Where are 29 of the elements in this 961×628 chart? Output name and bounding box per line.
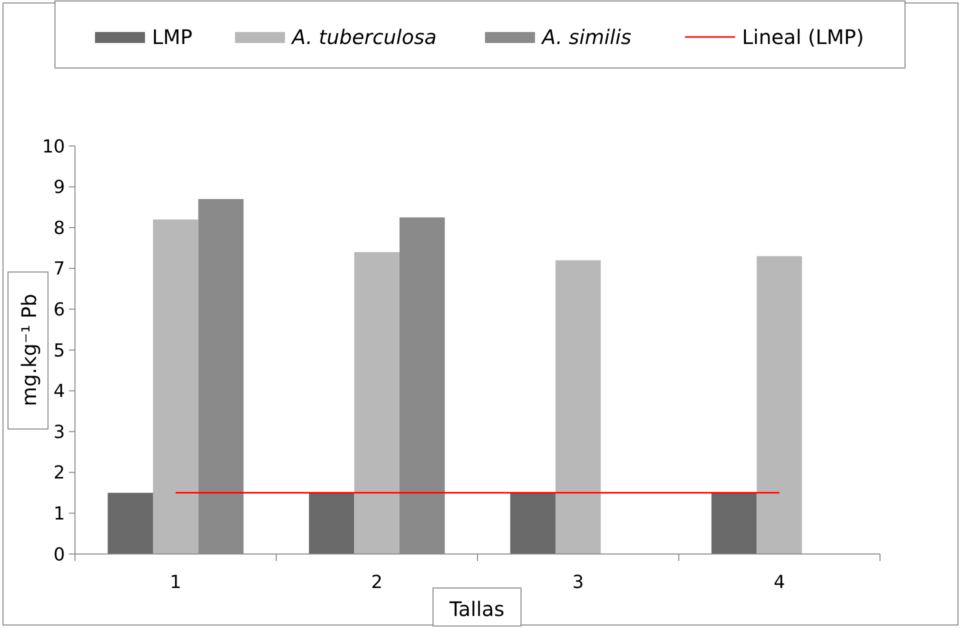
bar: [510, 492, 556, 554]
y-tick-label: 6: [54, 300, 65, 320]
y-tick-label: 9: [54, 177, 65, 198]
bar: [555, 260, 601, 554]
x-tick-label: 4: [774, 572, 786, 593]
legend-label: A. similis: [540, 25, 632, 49]
y-tick-label: 2: [54, 462, 65, 484]
x-tick-label: 2: [371, 572, 383, 593]
y-tick-label: 0: [54, 544, 65, 566]
y-tick-label: 4: [54, 381, 65, 402]
y-tick-label: 1: [54, 504, 65, 524]
y-axis-title: mg.kg⁻¹ Pb: [17, 294, 41, 406]
y-tick-label: 5: [54, 340, 65, 362]
y-tick-label: 8: [54, 218, 65, 239]
legend-label: Lineal (LMP): [742, 25, 864, 49]
bar: [756, 256, 802, 554]
x-axis-title: Tallas: [448, 597, 504, 621]
y-tick-label: 7: [54, 258, 65, 280]
y-tick-label: 3: [54, 422, 65, 443]
y-tick-label: 10: [42, 136, 65, 158]
bar: [711, 492, 757, 554]
bar: [308, 492, 354, 554]
x-tick-label: 1: [170, 572, 182, 593]
legend-label: A. tuberculosa: [290, 25, 437, 49]
legend-label: LMP: [152, 25, 192, 49]
x-tick-label: 3: [572, 572, 584, 593]
bar: [354, 252, 400, 554]
bar: [108, 492, 153, 554]
bar: [152, 219, 198, 554]
